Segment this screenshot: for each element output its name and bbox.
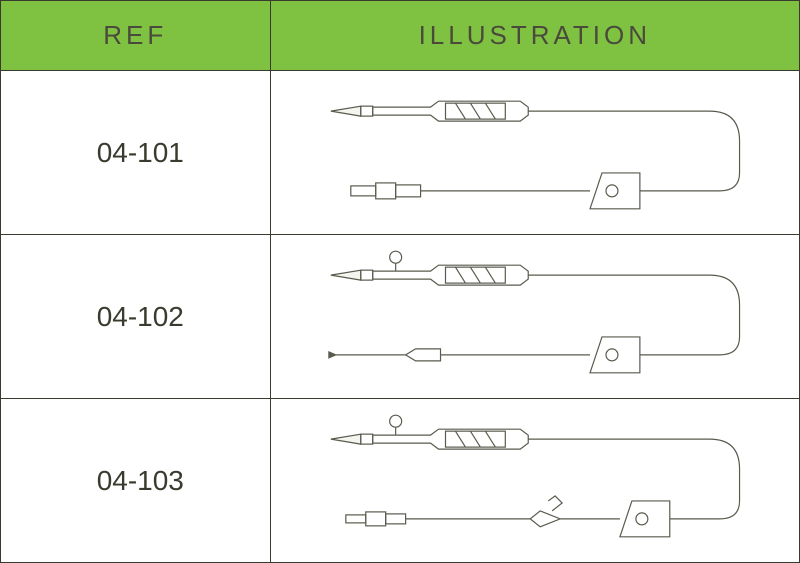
illustration-cell: [270, 399, 799, 563]
header-ref: REF: [1, 1, 271, 71]
ref-cell: 04-103: [1, 399, 271, 563]
ref-cell: 04-102: [1, 235, 271, 399]
infusion-set-icon: [291, 247, 779, 387]
table-row: 04-101: [1, 71, 800, 235]
table-row: 04-102: [1, 235, 800, 399]
illustration-cell: [270, 235, 799, 399]
header-illustration: ILLUSTRATION: [270, 1, 799, 71]
ref-cell: 04-101: [1, 71, 271, 235]
infusion-set-icon: [291, 411, 779, 551]
infusion-set-icon: [291, 83, 779, 223]
table-header-row: REF ILLUSTRATION: [1, 1, 800, 71]
product-table: REF ILLUSTRATION 04-101: [0, 0, 800, 563]
illustration-cell: [270, 71, 799, 235]
table-row: 04-103: [1, 399, 800, 563]
